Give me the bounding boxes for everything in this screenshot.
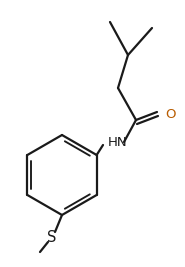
Text: HN: HN bbox=[108, 136, 128, 150]
Text: S: S bbox=[47, 230, 57, 245]
Text: O: O bbox=[165, 108, 176, 120]
